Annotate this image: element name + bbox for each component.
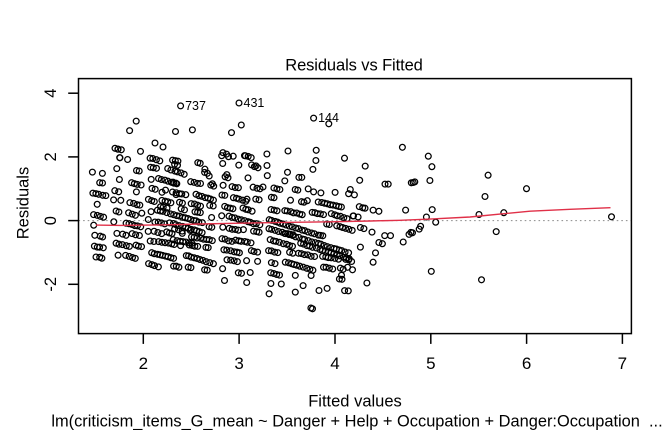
svg-text:Residuals vs Fitted: Residuals vs Fitted: [285, 57, 423, 75]
svg-text:5: 5: [426, 354, 435, 373]
svg-text:Residuals: Residuals: [15, 167, 33, 239]
svg-text:-2: -2: [42, 277, 60, 292]
svg-text:lm(criticism_items_G_mean ~ Da: lm(criticism_items_G_mean ~ Danger + Hel…: [51, 412, 662, 430]
svg-text:4: 4: [330, 354, 339, 373]
svg-text:2: 2: [42, 152, 60, 161]
svg-text:144: 144: [318, 111, 339, 125]
svg-text:0: 0: [42, 216, 60, 225]
svg-text:7: 7: [618, 354, 627, 373]
svg-text:2: 2: [139, 354, 148, 373]
svg-text:4: 4: [42, 89, 60, 98]
svg-text:Fitted values: Fitted values: [308, 393, 402, 411]
svg-text:6: 6: [522, 354, 531, 373]
svg-text:3: 3: [234, 354, 243, 373]
svg-text:737: 737: [185, 99, 206, 113]
svg-text:431: 431: [244, 96, 265, 110]
